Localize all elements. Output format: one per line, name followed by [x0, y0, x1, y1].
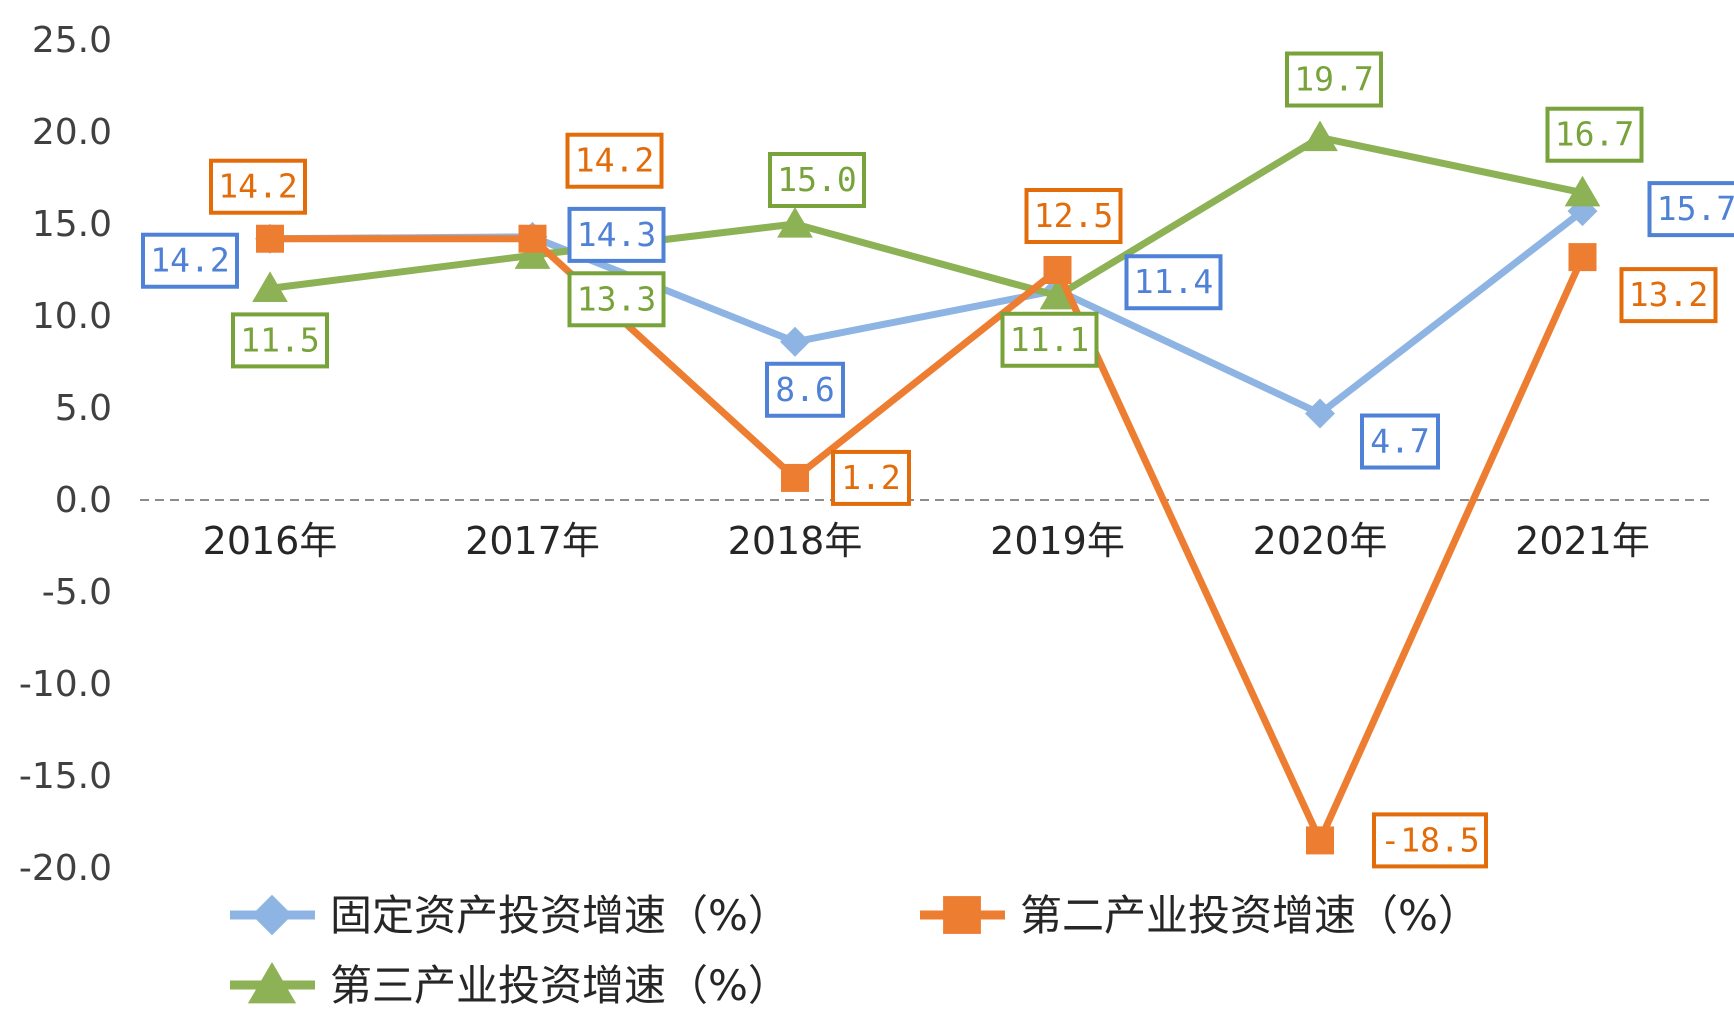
data-point-3	[1564, 175, 1601, 207]
y-tick-label: 5.0	[55, 388, 112, 429]
data-label: 11.5	[240, 320, 319, 359]
data-label: -18.5	[1380, 820, 1479, 859]
data-point-2	[518, 224, 547, 253]
data-label: 4.7	[1370, 422, 1430, 461]
data-point-2	[1043, 256, 1072, 284]
data-label-box	[831, 449, 911, 506]
legend-marker-2	[943, 896, 981, 934]
data-label-box	[209, 158, 307, 215]
legend-label-2: 第二产业投资增速（%）	[1020, 891, 1480, 940]
data-point-3	[252, 271, 288, 302]
data-label-box	[765, 361, 845, 418]
data-point-3	[1302, 120, 1338, 152]
data-label: 16.7	[1555, 115, 1634, 154]
y-tick-label: 0.0	[55, 480, 112, 521]
data-label: 1.2	[841, 458, 901, 497]
data-label-box	[567, 271, 666, 328]
data-label: 14.2	[218, 167, 297, 206]
data-label-box	[1647, 181, 1734, 238]
data-label-box	[141, 232, 239, 289]
data-label-box	[565, 132, 664, 189]
data-label: 15.7	[1657, 189, 1734, 228]
data-point-2	[1306, 826, 1334, 855]
data-label-box	[1024, 188, 1123, 244]
data-label-box	[567, 206, 666, 263]
data-label: 14.3	[577, 215, 656, 254]
data-label: 14.2	[150, 241, 229, 280]
data-label: 14.2	[575, 141, 654, 180]
data-point-2	[1568, 243, 1597, 272]
data-label: 12.5	[1034, 196, 1113, 235]
y-tick-label: -10.0	[19, 664, 112, 705]
legend-marker-3	[247, 962, 297, 1004]
data-label: 15.0	[777, 160, 856, 199]
y-tick-label: 25.0	[32, 20, 112, 61]
legend-label-1: 固定资产投资增速（%）	[330, 891, 790, 940]
data-label: 13.2	[1629, 275, 1708, 314]
data-point-3	[514, 238, 551, 269]
series-line-2	[266, 235, 1586, 844]
x-tick-label: 2021年	[1515, 519, 1650, 563]
data-label: 11.1	[1010, 320, 1089, 359]
legend-label-3: 第三产业投资增速（%）	[330, 961, 790, 1010]
data-point-1	[780, 326, 810, 357]
data-label: 11.4	[1134, 262, 1213, 301]
data-label-box	[1619, 267, 1718, 324]
data-label-box	[231, 312, 329, 369]
y-tick-label: 15.0	[32, 204, 112, 245]
data-label: 19.7	[1294, 60, 1373, 99]
data-point-2	[256, 224, 284, 253]
data-point-1	[1305, 398, 1335, 429]
series-line-3	[266, 134, 1586, 300]
data-label-box	[1545, 106, 1644, 163]
data-label-box	[768, 152, 866, 208]
x-tick-label: 2017年	[465, 519, 600, 563]
data-point-3	[1039, 278, 1076, 310]
data-label-box	[1124, 254, 1223, 311]
x-tick-label: 2019年	[990, 519, 1125, 563]
data-label-box	[1000, 311, 1099, 368]
y-tick-label: -20.0	[19, 848, 112, 889]
data-label: 8.6	[775, 370, 835, 409]
data-label: 13.3	[577, 279, 656, 318]
data-point-3	[777, 207, 813, 238]
legend-marker-1	[251, 894, 293, 936]
x-tick-label: 2016年	[203, 519, 338, 563]
x-tick-label: 2020年	[1253, 519, 1388, 563]
data-point-2	[781, 463, 809, 492]
x-tick-label: 2018年	[728, 519, 863, 563]
data-label-box	[1360, 413, 1440, 470]
y-tick-label: -5.0	[42, 572, 112, 613]
data-label-box	[1372, 812, 1488, 869]
y-tick-label: 10.0	[32, 296, 112, 337]
data-label-box	[1285, 51, 1383, 108]
y-tick-label: 20.0	[32, 112, 112, 153]
y-tick-label: -15.0	[19, 756, 112, 797]
